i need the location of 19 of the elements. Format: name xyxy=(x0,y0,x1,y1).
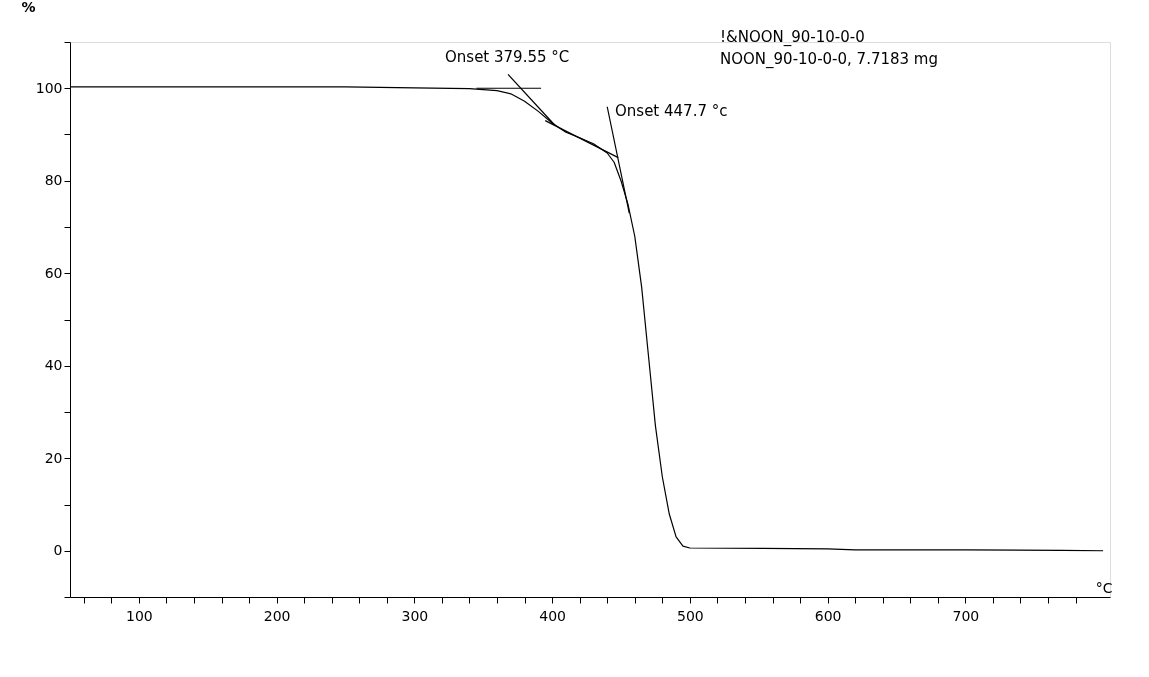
y-axis-title: % xyxy=(21,0,36,15)
y-tick-label: 60 xyxy=(44,264,63,281)
x-tick-label: 100 xyxy=(126,607,153,624)
x-tick-label: 600 xyxy=(814,607,842,624)
x-axis-title: °C xyxy=(1095,579,1113,596)
y-tick-label: 0 xyxy=(53,542,63,559)
x-tick-label: 300 xyxy=(401,607,429,624)
x-tick-label: 700 xyxy=(952,607,980,624)
y-tick-label: 80 xyxy=(44,172,63,189)
x-tick-label: 200 xyxy=(263,607,291,624)
y-tick-label: 40 xyxy=(44,357,63,374)
x-tick-label: 500 xyxy=(677,607,704,624)
x-tick-label: 400 xyxy=(539,607,566,624)
annotation: !&NOON_90-10-0-0 xyxy=(720,28,865,47)
y-tick-label: 20 xyxy=(44,449,63,466)
y-tick-label: 100 xyxy=(35,79,63,96)
annotation: Onset 379.55 °C xyxy=(445,48,570,66)
annotation: Onset 447.7 °c xyxy=(615,102,728,120)
annotation: NOON_90-10-0-0, 7.7183 mg xyxy=(720,50,938,69)
